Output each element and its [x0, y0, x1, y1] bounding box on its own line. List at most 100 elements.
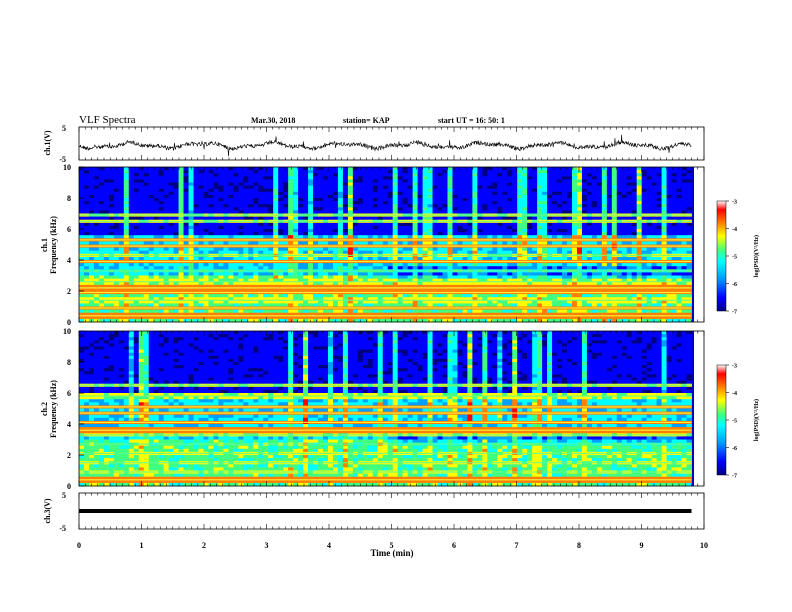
- spectrogram-cell: [482, 312, 488, 317]
- spectrogram-cell: [268, 204, 274, 208]
- spectrogram-cell: [243, 263, 249, 267]
- spectrogram-cell: [327, 278, 334, 283]
- spectrogram-cell: [392, 198, 399, 202]
- spectrogram-cell: [108, 216, 115, 221]
- spectrogram-cell: [79, 194, 85, 199]
- spectrogram-cell: [342, 287, 349, 292]
- spectrogram-cell: [233, 176, 239, 180]
- spectrogram-cell: [392, 188, 399, 193]
- spectrogram-cell: [118, 263, 125, 267]
- spectrogram-cell: [477, 284, 483, 289]
- spectrogram-cell: [397, 216, 404, 221]
- spectrogram-cell: [367, 272, 374, 276]
- spectrogram-cell: [332, 198, 339, 202]
- spectrogram-cell: [158, 204, 165, 208]
- station-label: station= KAP: [343, 116, 390, 125]
- spectrogram-cell: [243, 173, 249, 177]
- spectrogram-cell: [178, 256, 184, 261]
- spectrogram-cell: [442, 198, 448, 202]
- spectrogram-cell: [382, 225, 389, 230]
- spectrogram-cell: [298, 309, 304, 314]
- spectrogram-cell: [337, 179, 344, 183]
- spectrogram-cell: [492, 222, 498, 227]
- spectrogram-cell: [223, 309, 229, 314]
- spectrogram-cell: [382, 194, 389, 199]
- spectrogram-cell: [238, 216, 244, 221]
- spectrogram-cell: [392, 272, 399, 276]
- spectrogram-cell: [118, 194, 125, 199]
- spectrogram-cell: [552, 315, 558, 320]
- spectrogram-cell: [203, 173, 209, 177]
- spectrogram-cell: [323, 173, 329, 177]
- spectrogram-cell: [462, 222, 468, 227]
- spectrogram-cell: [88, 315, 95, 320]
- spectrogram-cell: [457, 281, 463, 286]
- spectrogram-cell: [198, 176, 204, 180]
- spectrogram-cell: [238, 309, 244, 314]
- spectrogram-cell: [452, 207, 458, 211]
- spectrogram-cell: [467, 303, 473, 307]
- spectrogram-cell: [203, 263, 209, 267]
- spectrogram-cell: [477, 198, 483, 202]
- spectrogram-cell: [547, 309, 553, 314]
- spectrogram-cell: [128, 275, 135, 279]
- spectrogram-cell: [402, 170, 409, 174]
- spectrogram-cell: [258, 312, 264, 317]
- spectrogram-cell: [457, 207, 463, 211]
- spectrogram-cell: [253, 303, 259, 307]
- spectrogram-cell: [562, 188, 568, 193]
- spectrogram-cell: [387, 229, 394, 233]
- spectrogram-cell: [218, 250, 224, 255]
- spectrogram-cell: [198, 201, 204, 205]
- spectrogram-cell: [527, 256, 533, 261]
- spectrogram-cell: [208, 266, 214, 270]
- spectrogram-cell: [547, 256, 553, 261]
- spectrogram-cell: [362, 185, 369, 190]
- spectrogram-cell: [148, 188, 155, 193]
- spectrogram-cell: [347, 281, 354, 286]
- spectrogram-cell: [562, 241, 568, 245]
- spectrogram-cell: [502, 207, 508, 211]
- spectrogram-cell: [183, 225, 189, 230]
- spectrogram-cell: [173, 229, 179, 233]
- spectrogram-cell: [412, 176, 419, 180]
- spectrogram-cell: [178, 275, 184, 279]
- spectrogram-cell: [332, 204, 339, 208]
- spectrogram-cell: [183, 185, 189, 190]
- spectrogram-cell: [432, 272, 438, 276]
- spectrogram-cell: [218, 318, 224, 323]
- spectrogram-cell: [218, 210, 224, 214]
- spectrogram-cell: [407, 173, 414, 177]
- spectrogram-cell: [557, 266, 563, 270]
- spectrogram-cell: [293, 182, 299, 186]
- spectrogram-cell: [337, 207, 344, 211]
- spectrogram-cell: [437, 188, 443, 193]
- spectrogram-cell: [318, 225, 324, 230]
- spectrogram-cell: [392, 312, 399, 317]
- spectrogram-cell: [318, 222, 324, 227]
- spectrogram-cell: [133, 188, 140, 193]
- spectrogram-cell: [168, 315, 175, 320]
- spectrogram-cell: [243, 188, 249, 193]
- spectrogram-cell: [253, 194, 259, 199]
- spectrogram-cell: [512, 235, 518, 239]
- spectrogram-cell: [467, 294, 473, 298]
- spectrogram-cell: [437, 225, 443, 230]
- spectrogram-cell: [357, 303, 364, 307]
- spectrogram-cell: [382, 222, 389, 227]
- spectrogram-cell: [327, 303, 334, 307]
- spectrogram-cell: [188, 216, 194, 221]
- spectrogram-cell: [278, 188, 284, 193]
- spectrogram-cell: [517, 201, 523, 205]
- spectrogram-cell: [88, 300, 95, 304]
- spectrogram-cell: [303, 275, 309, 279]
- spectrogram-cell: [108, 318, 115, 323]
- spectrogram-cell: [512, 263, 518, 267]
- spectrogram-cell: [507, 179, 513, 183]
- spectrogram-cell: [228, 318, 234, 323]
- spectrogram-cell: [178, 167, 184, 171]
- spectrogram-cell: [372, 263, 379, 267]
- spectrogram-cell: [397, 312, 404, 317]
- spectrogram-cell: [93, 235, 100, 239]
- spectrogram-cell: [462, 315, 468, 320]
